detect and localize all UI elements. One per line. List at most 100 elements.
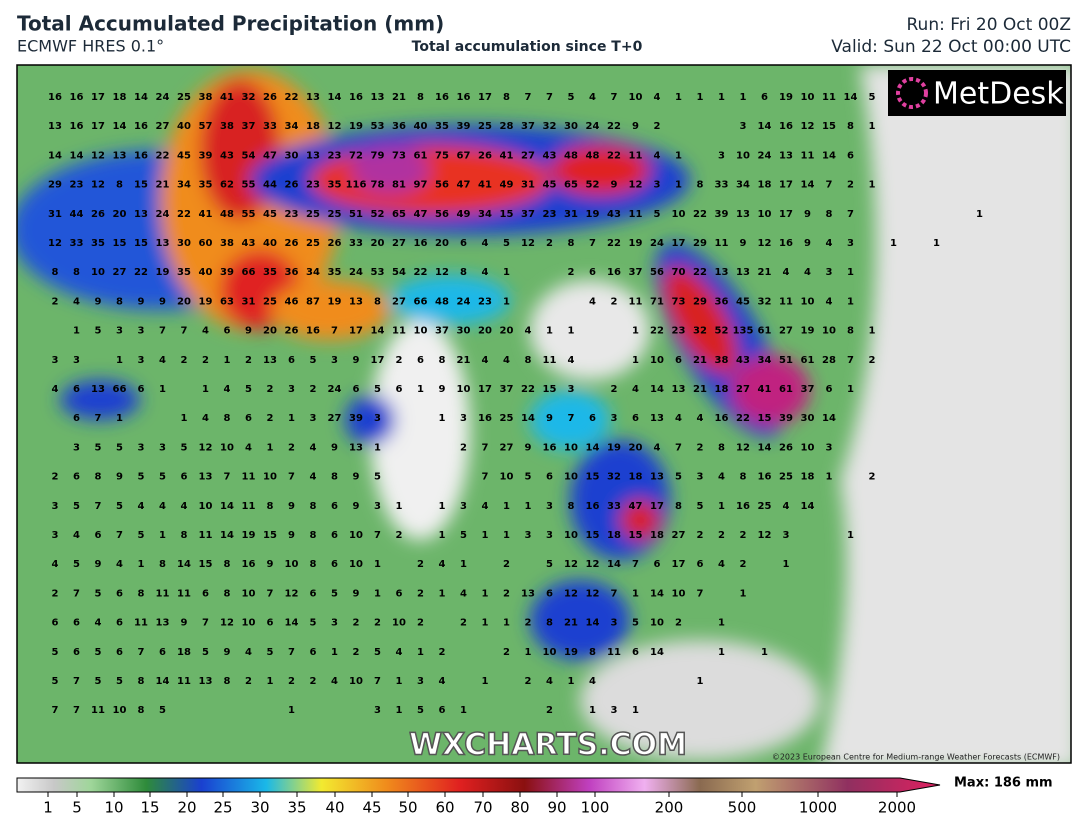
grid-value: 37: [500, 384, 514, 395]
grid-value: 17: [779, 180, 793, 191]
grid-value: 3: [116, 326, 123, 337]
grid-value: 15: [113, 238, 127, 249]
grid-value: 4: [675, 413, 682, 424]
grid-value: 2: [503, 559, 510, 570]
grid-value: 5: [73, 501, 80, 512]
grid-value: 4: [654, 442, 661, 453]
grid-value: 1: [288, 705, 295, 716]
colorbar-ticks: 1 5 10 15 20 25 30 35 40 45 50 60 70 80 90 100 200 500 100…: [43, 792, 916, 817]
grid-value: 1: [761, 647, 768, 658]
grid-value: 9: [525, 442, 532, 453]
grid-value: 1: [482, 588, 489, 599]
grid-value: 17: [349, 326, 363, 337]
grid-value: 13: [306, 150, 320, 161]
grid-value: 13: [199, 472, 213, 483]
grid-value: 1: [740, 588, 747, 599]
grid-value: 3: [611, 705, 618, 716]
grid-value: 31: [48, 209, 62, 220]
grid-value: 6: [52, 618, 59, 629]
grid-value: 6: [224, 326, 231, 337]
grid-value: 36: [715, 296, 729, 307]
grid-value: 24: [349, 267, 363, 278]
grid-value: 3: [546, 530, 553, 541]
grid-value: 2: [353, 618, 360, 629]
grid-value: 1: [224, 355, 231, 366]
grid-value: 53: [371, 267, 385, 278]
grid-value: 38: [220, 121, 234, 132]
grid-value: 55: [242, 209, 256, 220]
grid-value: 2: [460, 618, 467, 629]
grid-value: 116: [346, 180, 367, 191]
grid-value: 14: [134, 92, 148, 103]
grid-value: 4: [460, 588, 467, 599]
grid-value: 35: [199, 180, 213, 191]
grid-value: 6: [331, 559, 338, 570]
grid-value: 6: [546, 588, 553, 599]
grid-value: 4: [589, 676, 596, 687]
colorbar-tick-label: 10: [104, 799, 123, 817]
grid-value: 1: [503, 267, 510, 278]
grid-value: 15: [758, 413, 772, 424]
grid-value: 10: [650, 355, 664, 366]
grid-value: 1: [374, 588, 381, 599]
grid-value: 4: [783, 267, 790, 278]
grid-value: 6: [589, 413, 596, 424]
grid-value: 17: [371, 355, 385, 366]
grid-value: 78: [371, 180, 385, 191]
grid-value: 9: [138, 296, 145, 307]
grid-value: 7: [675, 442, 682, 453]
grid-value: 10: [564, 472, 578, 483]
grid-value: 25: [263, 296, 277, 307]
grid-value: 7: [546, 92, 553, 103]
grid-value: 32: [758, 296, 772, 307]
grid-value: 16: [779, 238, 793, 249]
grid-value: 8: [546, 618, 553, 629]
grid-value: 4: [95, 618, 102, 629]
grid-value: 53: [371, 121, 385, 132]
grid-value: 1: [374, 442, 381, 453]
grid-value: 9: [353, 472, 360, 483]
grid-value: 20: [113, 209, 127, 220]
grid-value: 3: [568, 384, 575, 395]
grid-value: 27: [779, 326, 793, 337]
grid-value: 21: [392, 92, 406, 103]
grid-value: 4: [568, 355, 575, 366]
grid-value: 6: [95, 530, 102, 541]
grid-value: 79: [371, 150, 385, 161]
grid-value: 27: [736, 384, 750, 395]
grid-value: 10: [349, 530, 363, 541]
colorbar-tick-label: 35: [287, 799, 306, 817]
grid-value: 25: [779, 472, 793, 483]
grid-value: 2: [460, 442, 467, 453]
grid-value: 16: [134, 121, 148, 132]
colorbar-tick-label: 80: [510, 799, 529, 817]
grid-value: 10: [263, 472, 277, 483]
grid-value: 7: [95, 501, 102, 512]
grid-value: 1: [847, 296, 854, 307]
grid-value: 43: [242, 238, 256, 249]
grid-value: 1: [847, 530, 854, 541]
grid-value: 7: [181, 326, 188, 337]
grid-value: 9: [353, 588, 360, 599]
grid-value: 66: [113, 384, 127, 395]
grid-value: 34: [177, 180, 191, 191]
grid-value: 10: [564, 530, 578, 541]
grid-value: 7: [288, 472, 295, 483]
grid-value: 5: [460, 530, 467, 541]
grid-value: 12: [801, 121, 815, 132]
colorbar-tick-label: 50: [398, 799, 417, 817]
grid-value: 15: [134, 180, 148, 191]
grid-value: 14: [285, 618, 299, 629]
grid-value: 6: [353, 384, 360, 395]
grid-value: 19: [156, 267, 170, 278]
grid-value: 8: [95, 472, 102, 483]
grid-value: 5: [417, 705, 424, 716]
grid-value: 13: [715, 267, 729, 278]
grid-value: 22: [736, 413, 750, 424]
grid-value: 5: [374, 472, 381, 483]
grid-value: 4: [181, 501, 188, 512]
grid-value: 11: [543, 355, 557, 366]
grid-value: 26: [779, 442, 793, 453]
grid-value: 4: [589, 296, 596, 307]
grid-value: 18: [177, 647, 191, 658]
